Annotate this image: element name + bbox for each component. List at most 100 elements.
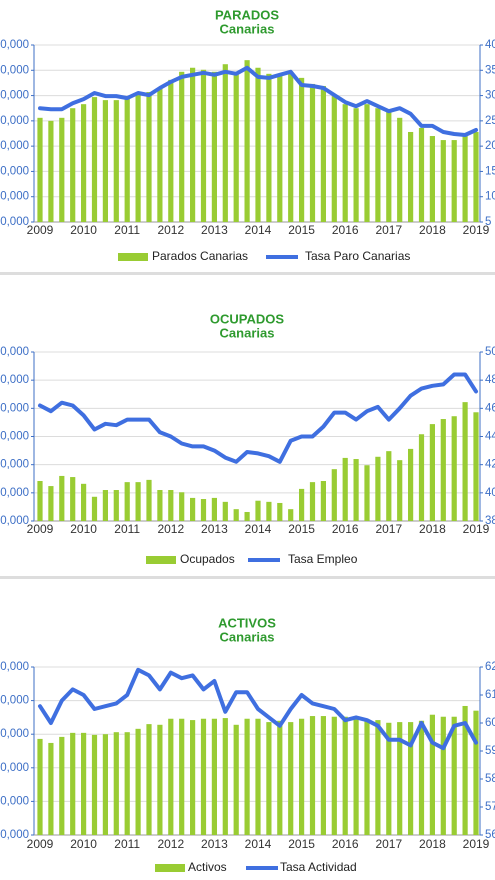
y-tick-label: 1,100,000 [0,695,29,707]
bar [386,451,392,521]
y-tick-label: 400,000 [0,39,29,51]
y-tick-label: 200,000 [0,140,29,152]
bar [266,722,272,835]
y-tick-label: 950,000 [0,795,29,807]
x-tick-label: 2012 [157,223,184,237]
bar [59,117,65,222]
bar [299,77,305,222]
bar [168,79,174,222]
bar [375,720,381,835]
bar [70,108,76,222]
bar [331,716,337,835]
bar [146,479,152,521]
y-tick-label: 1,000,000 [0,346,29,358]
bar [309,83,316,222]
bar [157,490,163,521]
bar [473,710,479,835]
x-tick-label: 2019 [463,837,490,851]
bar [157,87,163,222]
bar [222,718,228,835]
separator [0,272,495,275]
bar [37,738,43,835]
x-tick-label: 2010 [70,223,97,237]
x-tick-label: 2014 [245,837,272,851]
bar [102,490,108,521]
bar [288,71,294,222]
bar [320,85,326,222]
bar [299,718,305,835]
legend-label: Parados Canarias [152,249,248,263]
bar [408,131,414,222]
x-tick-label: 2018 [419,837,446,851]
bar [375,456,381,521]
bar [48,486,54,521]
legend-swatch [155,864,185,872]
x-tick-label: 2009 [27,223,54,237]
x-tick-label: 2019 [463,223,490,237]
y-tick-label: 300,000 [0,90,29,102]
bar [233,509,239,521]
bar [81,104,87,222]
bar [440,140,446,222]
bar [146,92,152,222]
y-tick-label: 1,050,000 [0,728,29,740]
bar [59,475,65,521]
legend-label: Activos [188,860,227,874]
x-tick-label: 2011 [114,522,140,536]
line [38,65,478,137]
line [38,372,478,464]
bar [288,509,294,521]
bar [473,131,479,222]
bar [222,501,228,521]
bar [397,117,403,222]
y2-tick-label: 44 [485,431,495,443]
bar [418,720,425,835]
bar [255,67,261,222]
x-tick-label: 2013 [201,223,228,237]
x-tick-label: 2018 [419,522,446,536]
y2-tick-label: 40 [485,487,495,499]
bar [113,490,119,521]
x-tick-label: 2016 [332,522,359,536]
bar [124,732,130,835]
bar [364,465,370,521]
bar [48,120,54,222]
bar [353,718,359,835]
bar [408,722,414,835]
y2-tick-label: 62 [485,661,495,673]
bar [244,60,250,222]
bar [440,419,446,521]
bar [124,482,130,521]
x-tick-label: 2009 [27,522,54,536]
bar [70,477,76,521]
y-tick-label: 100,000 [0,191,29,203]
bar [266,73,272,222]
bar [200,69,207,222]
bar [320,481,326,521]
bar [146,724,152,835]
x-tick-label: 2018 [419,223,446,237]
bar [233,71,239,222]
y-tick-label: 350,000 [0,64,29,76]
bar [211,718,217,835]
chart-title: OCUPADOS [210,311,284,326]
bar [451,416,457,521]
x-tick-label: 2017 [375,223,402,237]
x-tick-label: 2013 [201,837,228,851]
bar [309,482,316,521]
bar [353,459,359,521]
x-tick-label: 2017 [375,837,402,851]
bar [135,728,141,835]
bar [124,97,130,222]
chart-title: PARADOS [215,7,279,22]
bar [462,705,468,835]
y2-tick-label: 25 [485,115,495,127]
bar [462,402,468,521]
bar [102,734,108,835]
y-tick-label: 1,000,000 [0,762,29,774]
bar [59,736,65,835]
bar [342,716,348,835]
y-tick-label: 900,000 [0,402,29,414]
